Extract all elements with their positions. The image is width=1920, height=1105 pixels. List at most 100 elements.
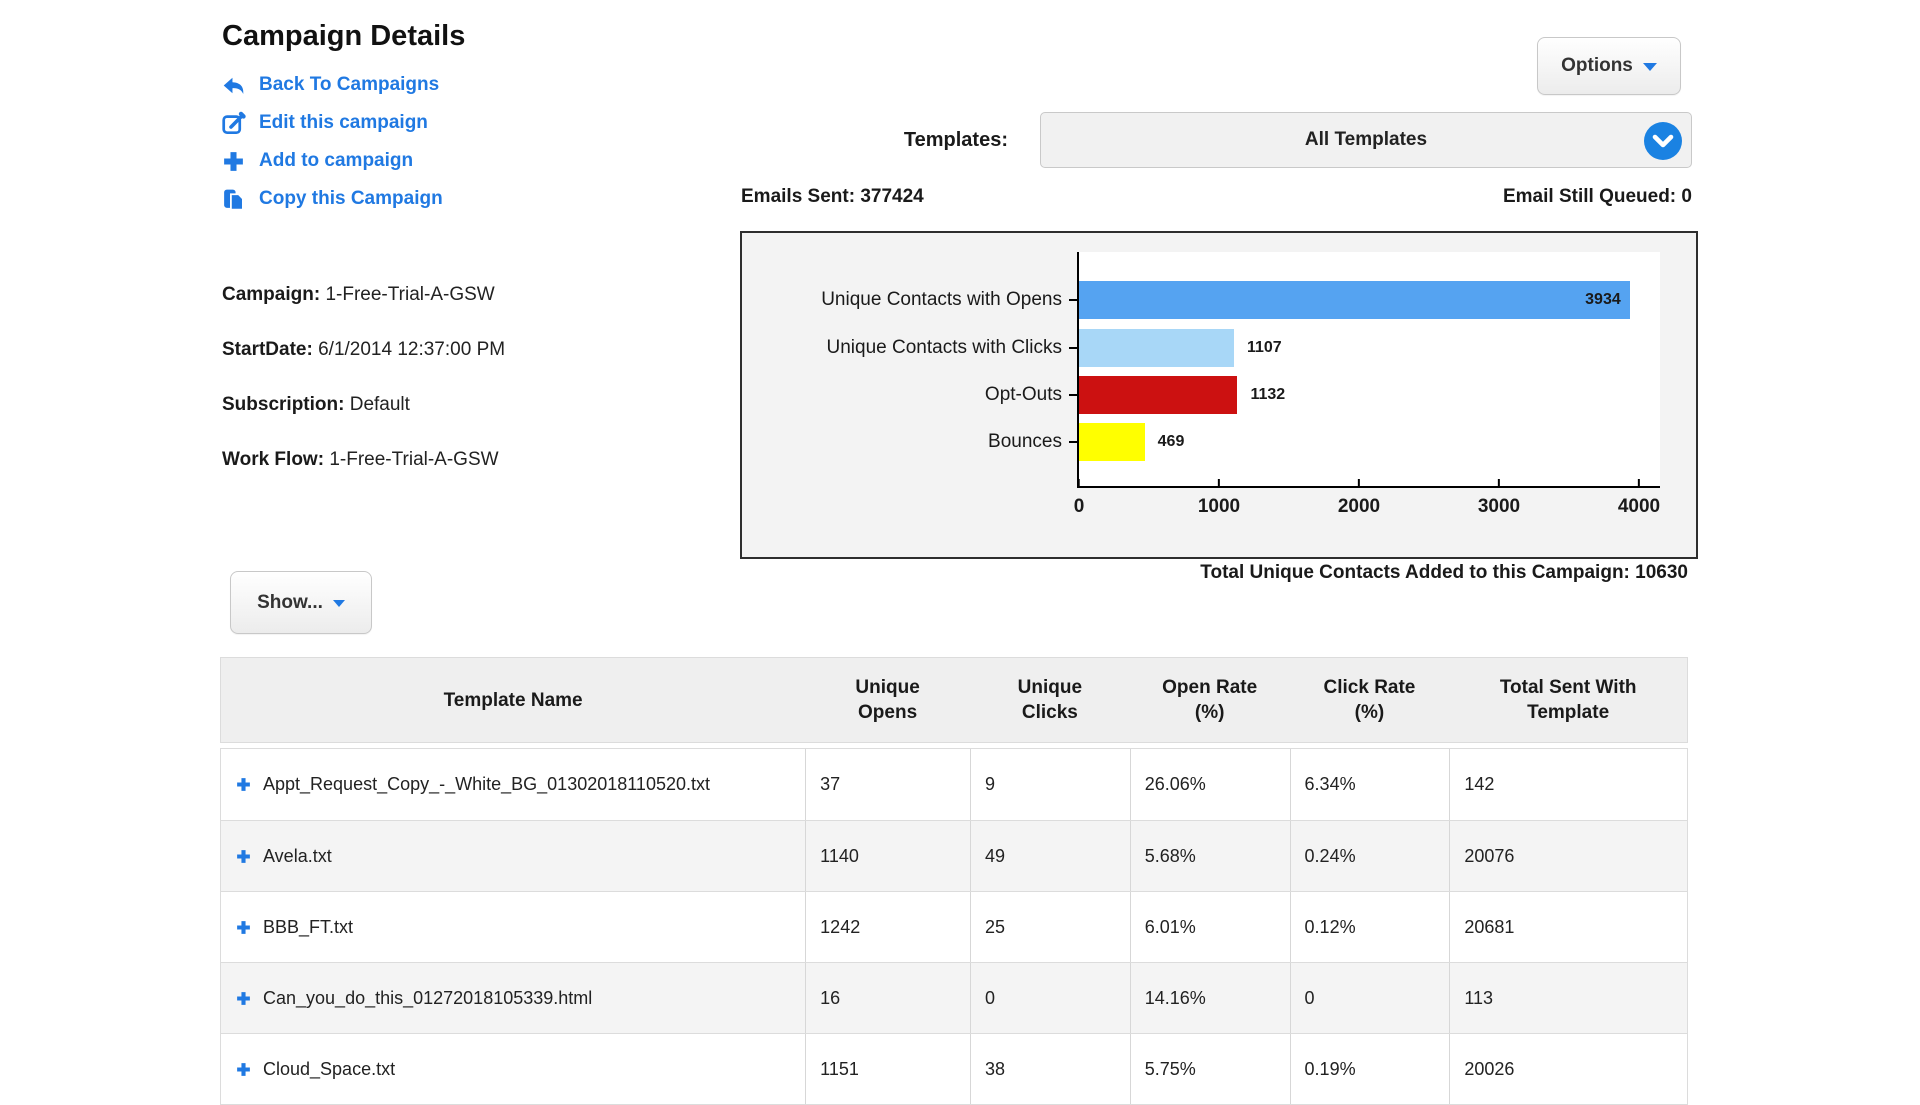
unique-clicks-cell: 38 [969,1034,1130,1104]
open-rate-cell: 6.01% [1129,892,1290,962]
add-template-icon[interactable] [235,919,252,936]
x-axis-tick: 3000 [1478,479,1520,518]
chart-bars: 3934 1107 1132 469 [1079,252,1639,488]
table-row: Avela.txt 1140 49 5.68% 0.24% 20076 [221,820,1687,891]
show-button[interactable]: Show... [230,571,372,634]
start-date-row: StartDate: 6/1/2014 12:37:00 PM [222,339,505,361]
unique-clicks-cell: 9 [969,749,1130,820]
chart-category-label: Unique Contacts with Clicks [826,337,1062,358]
open-rate-cell: 5.68% [1129,821,1290,891]
click-rate-cell: 0.24% [1289,821,1450,891]
total-sent-cell: 20026 [1449,1034,1687,1104]
campaign-name-label: Campaign: [222,284,321,305]
table-header: Template Name Unique Opens Unique Clicks… [220,657,1688,743]
start-date-label: StartDate: [222,339,313,360]
emails-sent-stat: Emails Sent: 377424 [741,186,924,208]
work-flow-label: Work Flow: [222,449,325,470]
unique-clicks-cell: 25 [969,892,1130,962]
bar-fill [1079,423,1145,461]
bar-value-label: 1107 [1246,339,1282,356]
chart-category-label: Opt-Outs [984,384,1062,405]
chart-category-labels: Unique Contacts with Opens Unique Contac… [750,252,1062,488]
template-name-cell: Can_you_do_this_01272018105339.html [221,963,805,1033]
edit-campaign-link[interactable]: Edit this campaign [221,104,443,142]
action-links: Back To Campaigns Edit this campaign Add… [221,66,443,218]
campaign-name-value: 1-Free-Trial-A-GSW [325,284,495,305]
add-template-icon[interactable] [235,776,252,793]
col-header-unique-opens: Unique Opens [855,677,920,723]
email-stats-row: Emails Sent: 377424 Email Still Queued: … [741,186,1692,208]
total-contacts-value: 10630 [1635,562,1688,583]
add-template-icon[interactable] [235,990,252,1007]
x-axis-tick: 2000 [1338,479,1380,518]
subscription-value: Default [349,394,410,415]
edit-pencil-icon [221,111,246,136]
bar-opt-outs: 1132 [1079,376,1639,414]
copy-pages-icon [221,187,246,212]
col-header-unique-clicks: Unique Clicks [1017,677,1083,723]
add-to-campaign-link[interactable]: Add to campaign [221,142,443,180]
table-body: Appt_Request_Copy_-_White_BG_01302018110… [220,748,1688,1105]
templates-dropdown[interactable]: All Templates [1040,112,1692,168]
campaign-details-page: { "page_title": "Campaign Details", "act… [220,20,1698,1105]
template-name-cell: BBB_FT.txt [221,892,805,962]
unique-opens-cell: 1242 [805,892,970,962]
total-contacts-label: Total Unique Contacts Added to this Camp… [1200,562,1630,583]
add-template-icon[interactable] [235,848,252,865]
options-button[interactable]: Options [1537,37,1681,95]
unique-clicks-cell: 0 [969,963,1130,1033]
click-rate-cell: 0 [1289,963,1450,1033]
emails-queued-stat: Email Still Queued: 0 [1503,186,1692,208]
template-name: BBB_FT.txt [263,916,354,937]
bar-fill [1079,329,1234,367]
unique-opens-cell: 1140 [805,821,970,891]
templates-label: Templates: [903,129,1008,151]
open-rate-cell: 5.75% [1129,1034,1290,1104]
work-flow-row: Work Flow: 1-Free-Trial-A-GSW [222,449,505,471]
click-rate-cell: 0.12% [1289,892,1450,962]
caret-down-icon [1642,63,1657,71]
back-to-campaigns-link[interactable]: Back To Campaigns [221,66,443,104]
x-axis-tick: 4000 [1618,479,1660,518]
table-row: Appt_Request_Copy_-_White_BG_01302018110… [221,749,1687,820]
chart-category-label: Bounces [988,431,1062,452]
unique-opens-cell: 37 [805,749,970,820]
edit-campaign-label: Edit this campaign [259,112,428,133]
options-button-label: Options [1561,55,1633,76]
campaign-name-row: Campaign: 1-Free-Trial-A-GSW [222,284,505,306]
copy-campaign-link[interactable]: Copy this Campaign [221,180,443,218]
back-arrow-icon [221,73,246,98]
x-axis-tick: 1000 [1198,479,1240,518]
y-axis-tick [1069,347,1078,349]
back-to-campaigns-label: Back To Campaigns [259,74,440,95]
bar-fill [1079,281,1630,319]
emails-sent-value: 377424 [860,186,924,207]
add-to-campaign-label: Add to campaign [259,150,414,171]
table-row: Cloud_Space.txt 1151 38 5.75% 0.19% 2002… [221,1033,1687,1104]
bar-unique-clicks: 1107 [1079,329,1639,367]
total-sent-cell: 20681 [1449,892,1687,962]
chart-category-label: Unique Contacts with Opens [821,289,1062,310]
table-row: BBB_FT.txt 1242 25 6.01% 0.12% 20681 [221,891,1687,962]
bar-value-label: 1132 [1250,386,1286,403]
emails-sent-label: Emails Sent: [741,186,856,207]
y-axis-tick [1069,299,1078,301]
work-flow-value: 1-Free-Trial-A-GSW [329,449,499,470]
bar-value-label: 3934 [1585,291,1621,308]
page-title: Campaign Details [222,20,466,52]
col-header-open-rate: Open Rate (%) [1162,677,1258,723]
unique-clicks-cell: 49 [969,821,1130,891]
start-date-value: 6/1/2014 12:37:00 PM [318,339,506,360]
total-sent-cell: 20076 [1449,821,1687,891]
unique-opens-cell: 1151 [805,1034,970,1104]
add-template-icon[interactable] [235,1061,252,1078]
click-rate-cell: 6.34% [1289,749,1450,820]
caret-down-icon [332,600,345,607]
template-name: Appt_Request_Copy_-_White_BG_01302018110… [263,774,710,794]
chevron-down-circle-icon [1644,122,1682,160]
campaign-results-chart: Unique Contacts with Opens Unique Contac… [740,231,1698,559]
emails-queued-label: Email Still Queued: [1502,186,1677,207]
template-name: Avela.txt [263,845,332,866]
template-name-cell: Avela.txt [221,821,805,891]
y-axis-tick [1069,441,1078,443]
